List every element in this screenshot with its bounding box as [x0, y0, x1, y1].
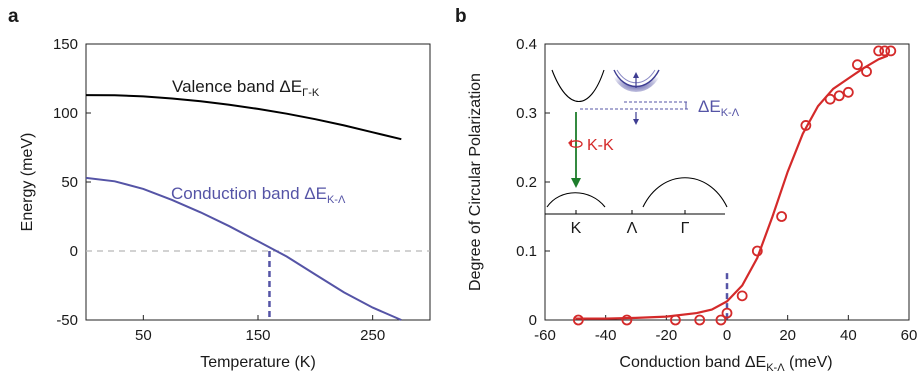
valence-band-label: Valence band ΔEΓ-K	[172, 77, 320, 99]
polarization-arrowhead	[568, 139, 572, 146]
panel-b-x-tick-label: 20	[779, 327, 796, 344]
panel-b: b 0 0.1 0.2 0.3 0.4 -60 -40 -20 0 20 40 60	[455, 6, 917, 373]
panel-b-x-axis-label: Conduction band ΔEK-Λ (meV)	[619, 354, 832, 373]
panel-a-y-tick-label: 0	[70, 243, 78, 260]
panel-a-x-axis-label: Temperature (K)	[200, 354, 316, 371]
panel-a-x-tick-label: 150	[245, 327, 270, 344]
panel-b-x-tick-label: 0	[723, 327, 731, 344]
gamma-valence-band	[642, 177, 728, 208]
data-point	[670, 314, 681, 326]
data-point	[842, 86, 854, 98]
gamma-point-label: Γ	[681, 220, 690, 237]
transition-arrowhead	[571, 178, 581, 188]
panel-b-plot	[572, 45, 897, 326]
panel-a-label: a	[8, 6, 19, 27]
panel-b-y-tick-label: 0.4	[516, 36, 537, 53]
panel-a-ticks: -50 0 50 100 150 50 150 250	[53, 36, 385, 344]
data-point	[885, 45, 897, 57]
conduction-band-label: Conduction band ΔEK-Λ	[171, 184, 346, 206]
data-point	[736, 290, 748, 302]
panel-b-x-tick-label: 40	[840, 327, 857, 344]
data-point	[776, 211, 787, 222]
panel-b-y-tick-label: 0	[529, 312, 537, 329]
panel-a-y-tick-label: 100	[53, 105, 78, 122]
panel-b-x-tick-label: -60	[534, 327, 556, 344]
data-point	[879, 45, 891, 57]
lambda-conduction-band-glow	[610, 68, 663, 92]
lambda-shift-down-arrowhead	[633, 119, 639, 125]
fit-curve	[575, 54, 889, 320]
panel-a-y-axis-label: Energy (meV)	[19, 133, 36, 232]
panel-b-x-tick-label: 60	[901, 327, 918, 344]
panel-b-y-axis-label: Degree of Circular Polarization	[467, 73, 484, 291]
lambda-point-label: Λ	[627, 220, 638, 237]
k-valence-band	[546, 192, 606, 208]
panel-b-y-tick-label: 0.2	[516, 174, 537, 191]
panel-a-x-tick-label: 50	[135, 327, 152, 344]
panel-a-y-tick-label: 50	[61, 174, 78, 191]
panel-b-y-tick-label: 0.1	[516, 243, 537, 260]
lambda-shift-up-arrowhead	[633, 72, 639, 78]
panel-b-y-tick-label: 0.3	[516, 105, 537, 122]
conduction-band-line	[85, 176, 402, 321]
panel-b-ticks: 0 0.1 0.2 0.3 0.4 -60 -40 -20 0 20 40 60	[516, 36, 917, 344]
data-point	[873, 45, 885, 57]
data-point	[852, 59, 863, 71]
data-point	[861, 66, 872, 77]
k-k-transition-label: K-K	[587, 137, 614, 154]
panel-a-y-tick-label: -50	[56, 312, 78, 329]
data-point	[824, 93, 836, 105]
data-point	[572, 314, 584, 326]
data-point	[751, 245, 763, 257]
k-conduction-band	[551, 69, 605, 102]
panel-a-y-tick-label: 150	[53, 36, 78, 53]
panel-a: a -50 0 50 100 150 50 150 250 Valence band ΔEΓ-…	[8, 6, 431, 371]
k-point-label: K	[571, 220, 582, 237]
panel-b-x-tick-label: -40	[595, 327, 617, 344]
panel-b-label: b	[455, 6, 467, 27]
data-point	[694, 314, 706, 326]
data-point	[833, 90, 845, 102]
delta-e-inset-label: ΔEK-Λ	[698, 97, 740, 119]
data-point	[621, 314, 633, 326]
panel-a-plot	[85, 94, 430, 321]
band-diagram-inset: ΔEK-Λ K-K K Λ Γ	[545, 68, 740, 237]
panel-b-x-tick-label: -20	[655, 327, 677, 344]
data-point	[715, 314, 727, 326]
valence-band-line	[85, 94, 402, 141]
panel-a-x-tick-label: 250	[360, 327, 385, 344]
data-point	[800, 120, 812, 131]
data-point	[721, 307, 733, 319]
